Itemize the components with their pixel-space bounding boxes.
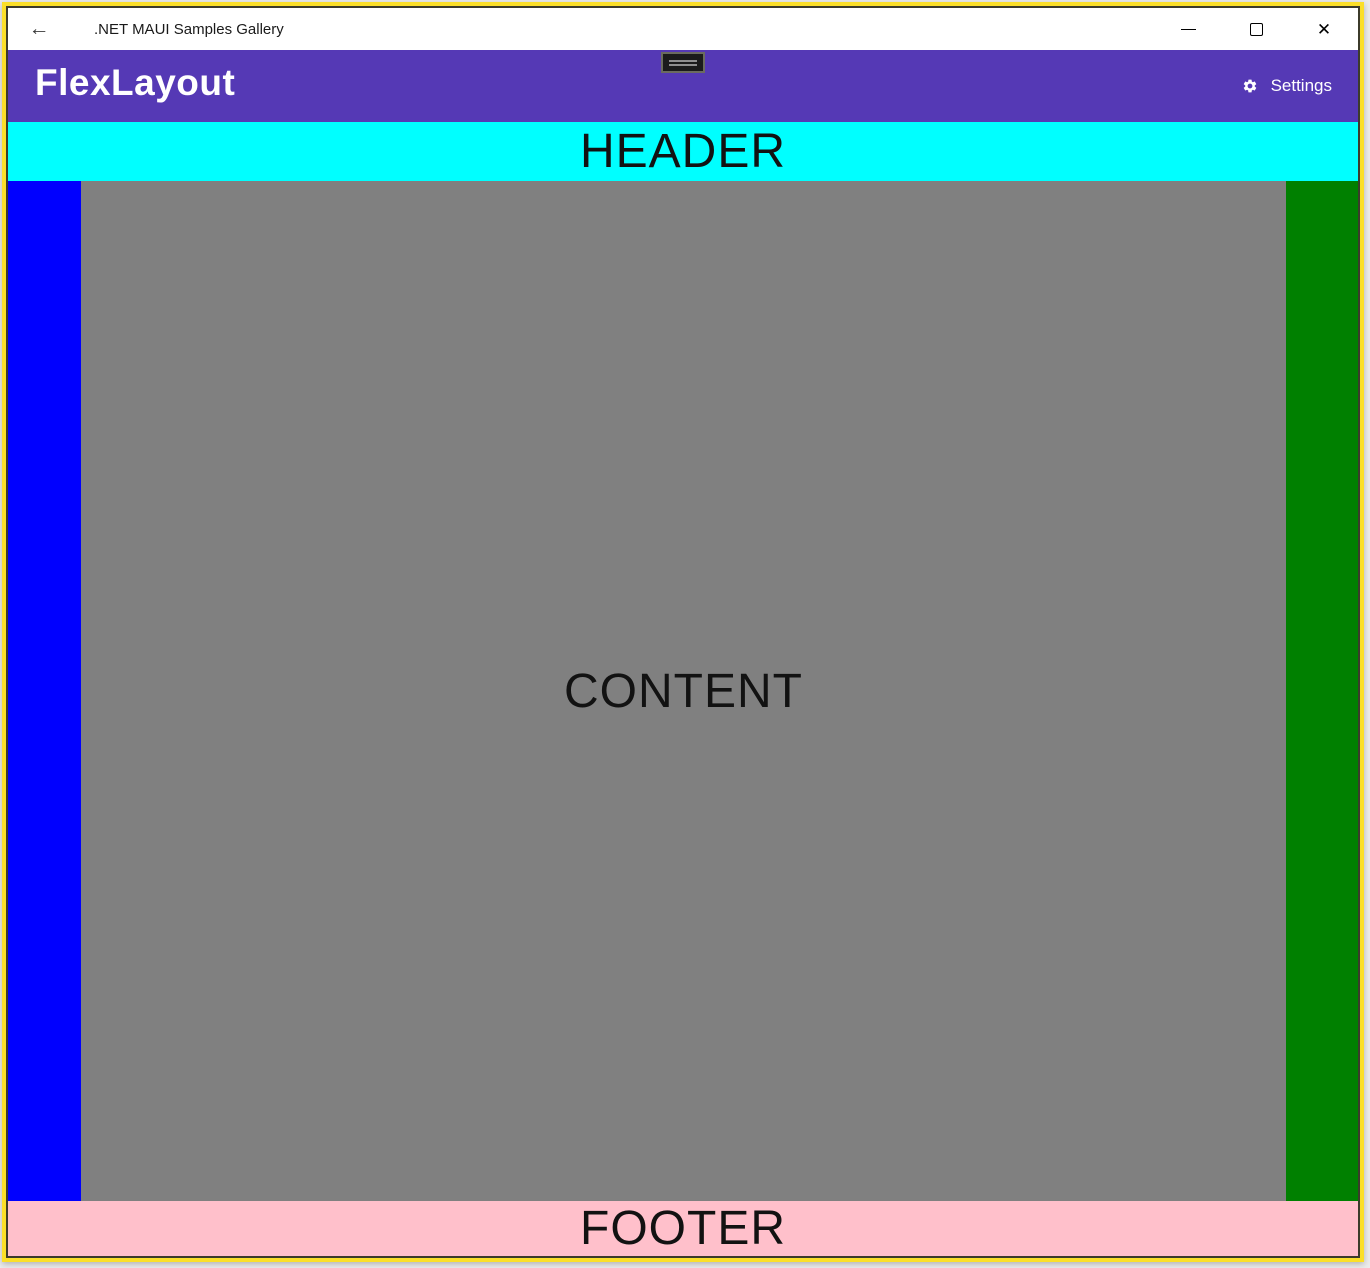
gear-icon bbox=[1243, 79, 1256, 93]
right-color-bar bbox=[1286, 181, 1358, 1201]
flex-footer-band: FOOTER bbox=[8, 1201, 1358, 1256]
window-titlebar: ← .NET MAUI Samples Gallery ✕ bbox=[8, 8, 1358, 50]
minimize-icon bbox=[1180, 28, 1196, 30]
content-label: CONTENT bbox=[564, 664, 803, 718]
debug-toolbar-pill[interactable] bbox=[661, 52, 705, 73]
settings-label: Settings bbox=[1270, 76, 1332, 95]
close-button[interactable]: ✕ bbox=[1290, 8, 1358, 50]
back-arrow-icon: ← bbox=[28, 17, 50, 40]
left-color-bar bbox=[8, 181, 81, 1201]
settings-button[interactable]: Settings bbox=[1242, 76, 1332, 96]
app-navbar: FlexLayout Settings bbox=[8, 50, 1358, 122]
maximize-button[interactable] bbox=[1222, 8, 1290, 50]
minimize-button[interactable] bbox=[1154, 8, 1222, 50]
header-label: HEADER bbox=[579, 125, 787, 178]
flex-middle-row: CONTENT bbox=[8, 181, 1358, 1201]
page-title: FlexLayout bbox=[35, 62, 236, 103]
window-title: .NET MAUI Samples Gallery bbox=[94, 20, 284, 38]
back-button[interactable]: ← bbox=[8, 8, 70, 50]
flex-header-band: HEADER bbox=[8, 122, 1358, 181]
close-icon: ✕ bbox=[1316, 19, 1332, 39]
footer-label: FOOTER bbox=[580, 1202, 786, 1255]
caption-buttons: ✕ bbox=[1154, 8, 1358, 50]
maximize-icon bbox=[1249, 22, 1263, 36]
toolbar-handle-icon bbox=[669, 59, 697, 62]
toolbar-handle-icon bbox=[669, 63, 697, 66]
content-region: CONTENT bbox=[81, 181, 1286, 1201]
